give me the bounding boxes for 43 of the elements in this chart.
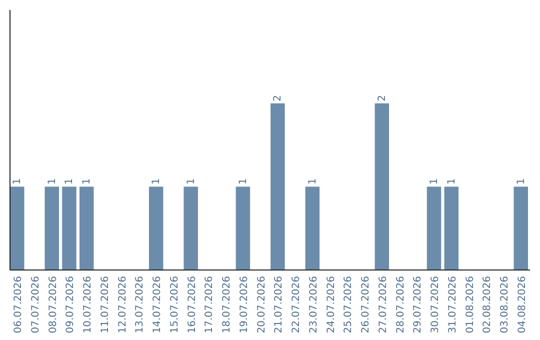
- x-tick-label: 29.07.2026: [412, 276, 424, 334]
- x-tick-label: 01.08.2026: [464, 276, 476, 334]
- x-tick-label: 11.07.2026: [100, 276, 111, 334]
- x-tick-label: 14.07.2026: [152, 276, 164, 334]
- x-tick-label: 21.07.2026: [274, 276, 285, 334]
- data-label: 1: [46, 178, 58, 185]
- x-tick-label: 31.07.2026: [447, 276, 458, 334]
- x-tick-label: 27.07.2026: [378, 276, 389, 334]
- x-tick-label: 19.07.2026: [238, 276, 250, 334]
- x-tick-label: 23.07.2026: [308, 276, 320, 334]
- x-tick-label: 10.07.2026: [82, 276, 94, 334]
- data-label: 1: [238, 178, 249, 185]
- x-tick-label: 03.08.2026: [500, 276, 511, 334]
- x-tick-label: 13.07.2026: [134, 276, 146, 334]
- x-tick-label: 04.08.2026: [516, 276, 528, 334]
- data-label: 1: [516, 178, 527, 185]
- x-tick-label: 06.07.2026: [13, 276, 24, 334]
- x-tick-label: 25.07.2026: [343, 276, 354, 334]
- x-tick-label: 30.07.2026: [430, 276, 442, 334]
- data-label: 1: [186, 178, 197, 185]
- x-tick-label: 28.07.2026: [395, 276, 406, 334]
- x-tick-label: 15.07.2026: [169, 276, 180, 334]
- x-tick-label: 08.07.2026: [48, 276, 59, 334]
- x-tick-label: 12.07.2026: [117, 276, 128, 334]
- data-label: 2: [376, 94, 388, 102]
- x-tick-label: 22.07.2026: [291, 276, 302, 334]
- x-tick-label: 09.07.2026: [65, 276, 76, 334]
- data-label: 1: [151, 178, 162, 185]
- x-tick-label: 18.07.2026: [222, 276, 233, 334]
- x-tick-label: 16.07.2026: [186, 276, 198, 334]
- data-label: 2: [272, 94, 284, 102]
- data-label: 1: [446, 178, 458, 185]
- x-tick-label: 17.07.2026: [204, 276, 216, 334]
- x-tick-label: 02.08.2026: [482, 276, 494, 334]
- x-tick-label: 26.07.2026: [360, 276, 372, 334]
- x-tick-label: 24.07.2026: [326, 276, 337, 334]
- data-label: 1: [12, 178, 24, 185]
- data-label: 1: [64, 178, 76, 185]
- data-label: 1: [82, 178, 93, 185]
- data-label: 1: [429, 178, 440, 185]
- x-tick-label: 07.07.2026: [30, 276, 42, 334]
- data-label: 1: [307, 178, 318, 185]
- x-tick-label: 20.07.2026: [256, 276, 268, 334]
